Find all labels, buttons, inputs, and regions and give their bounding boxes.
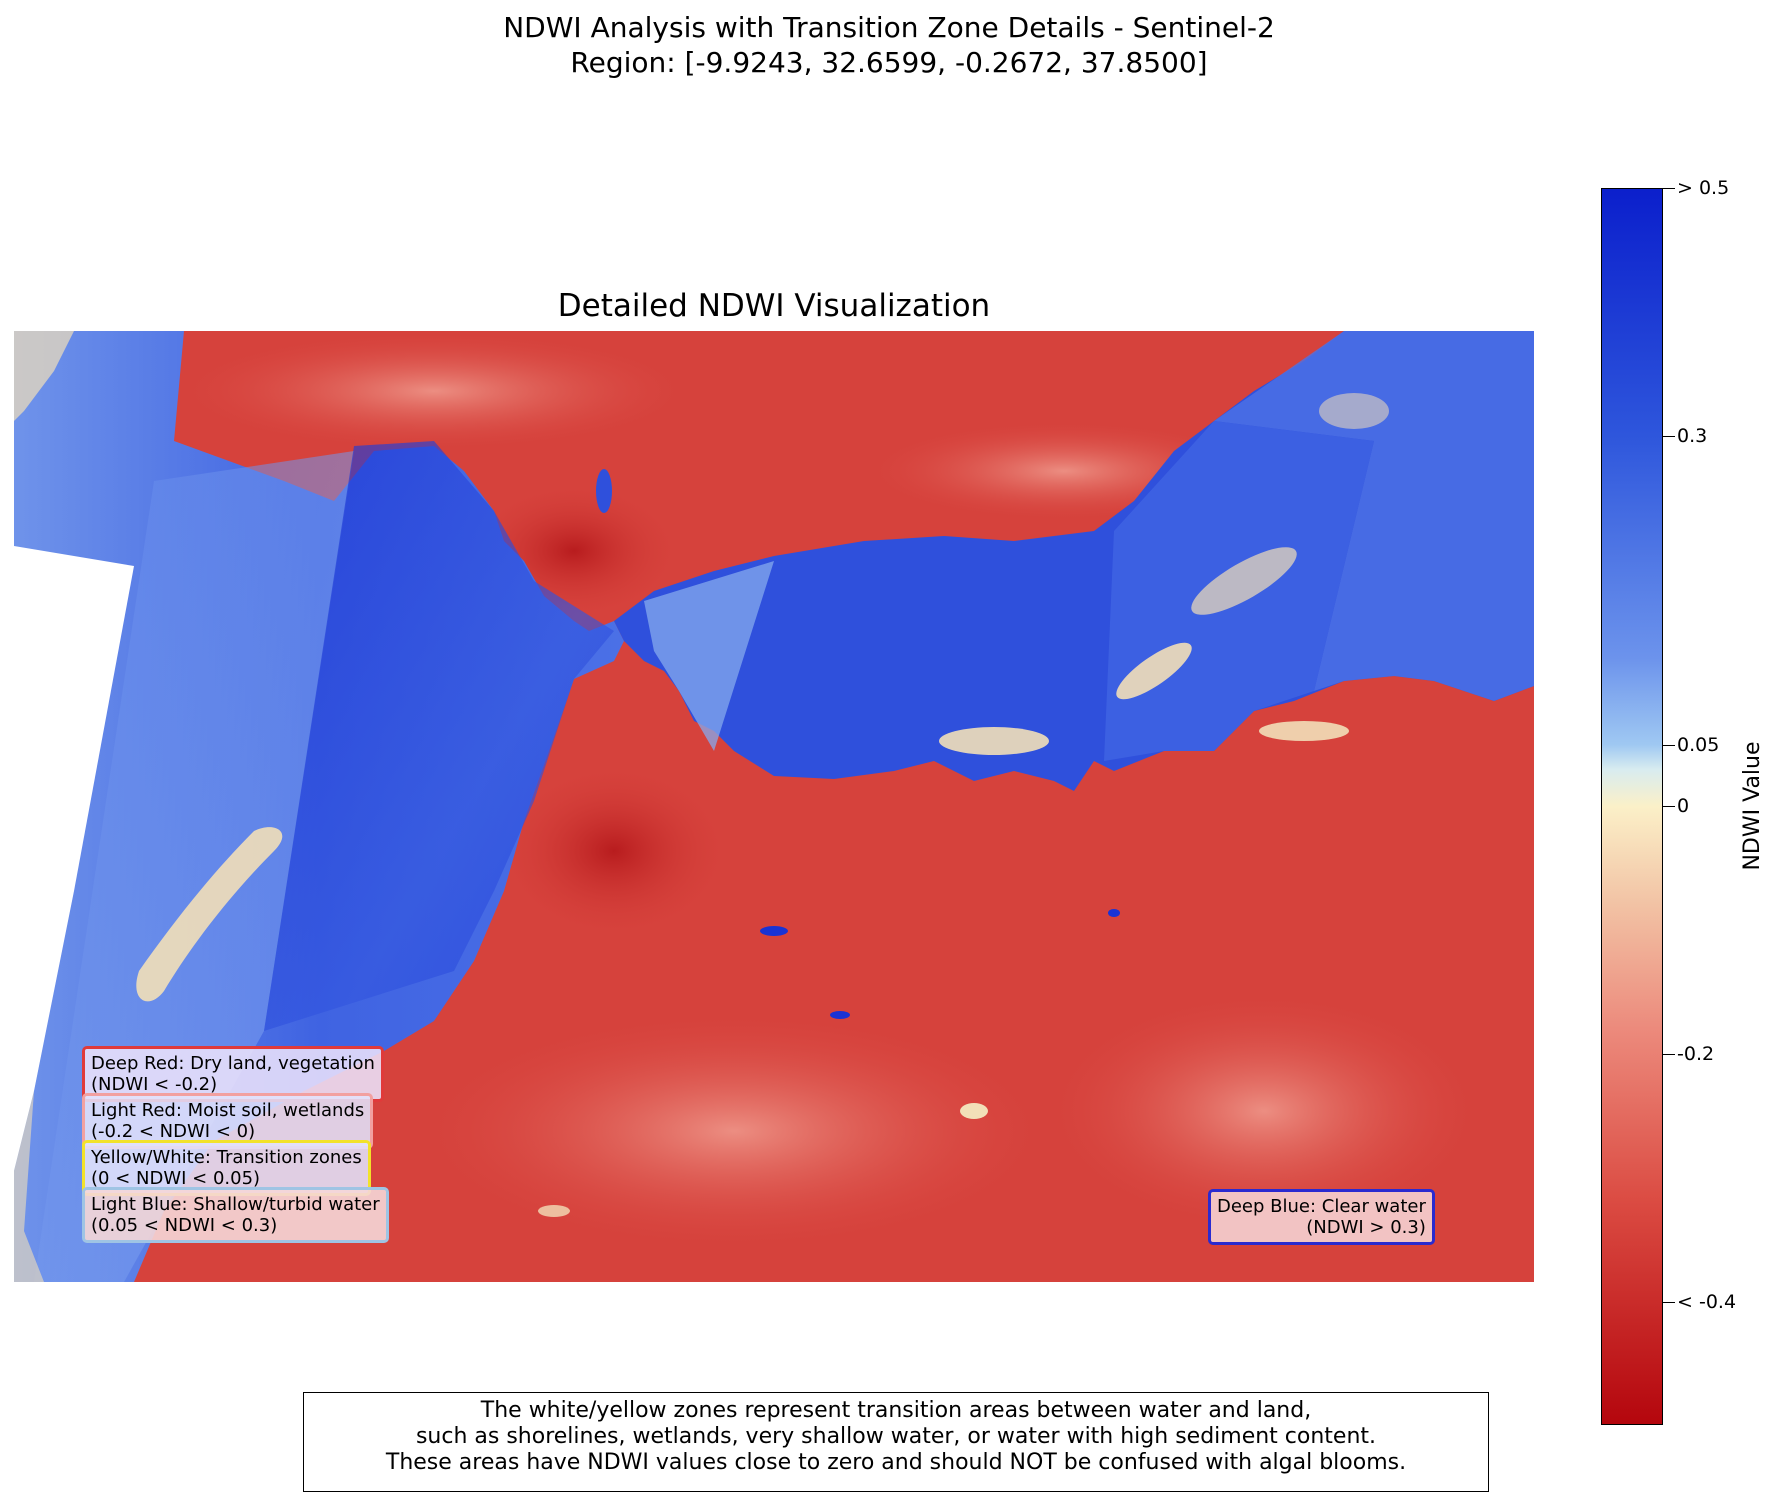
nodata-area [14, 546, 134, 1171]
land-texture [174, 331, 694, 451]
legend-item-range: (0.05 < NDWI < 0.3) [91, 1215, 278, 1236]
transition-cloud [1191, 547, 1297, 615]
colorbar-tick [1663, 436, 1675, 437]
colorbar-gradient [1601, 188, 1663, 1425]
legend-item-label: Light Blue: Shallow/turbid water [91, 1194, 380, 1215]
legend-item-deep-blue: Deep Blue: Clear water (NDWI > 0.3) [1208, 1189, 1435, 1245]
transition-patch [960, 1103, 988, 1119]
colorbar-tick-label: < -0.4 [1677, 1291, 1737, 1313]
transition-patch [14, 331, 74, 421]
figure-title: NDWI Analysis with Transition Zone Detai… [0, 10, 1778, 80]
satellite-swath [1214, 331, 1534, 701]
ndwi-map: Deep Red: Dry land, vegetation (NDWI < -… [14, 331, 1534, 1282]
note-box: The white/yellow zones represent transit… [303, 1392, 1489, 1492]
note-line: such as shorelines, wetlands, very shall… [415, 1424, 1377, 1449]
lake [760, 926, 788, 936]
transition-cloud [136, 827, 283, 1002]
lake [1108, 909, 1120, 917]
figure-title-line2: Region: [-9.9243, 32.6599, -0.2672, 37.8… [570, 46, 1208, 79]
legend-item-label: Deep Blue: Clear water [1217, 1196, 1426, 1217]
transition-cloud [939, 727, 1049, 755]
ndwi-map-canvas [14, 331, 1534, 1282]
legend-item-range: (NDWI > 0.3) [1306, 1217, 1426, 1238]
colorbar [1601, 188, 1693, 1425]
colorbar-tick [1663, 806, 1675, 807]
map-title: Detailed NDWI Visualization [557, 288, 991, 324]
figure-title-line1: NDWI Analysis with Transition Zone Detai… [503, 11, 1275, 44]
transition-cloud [1116, 642, 1192, 700]
legend-item-transition: Yellow/White: Transition zones (0 < NDWI… [82, 1140, 371, 1196]
colorbar-tick [1663, 188, 1675, 189]
transition-cloud [1259, 721, 1349, 741]
legend-item-light-blue: Light Blue: Shallow/turbid water (0.05 <… [82, 1187, 389, 1243]
legend-item-label: Light Red: Moist soil, wetlands [91, 1100, 365, 1121]
transition-patch [538, 1205, 570, 1217]
colorbar-tick-label: -0.2 [1677, 1043, 1715, 1065]
legend-item-light-red: Light Red: Moist soil, wetlands (-0.2 < … [82, 1093, 374, 1149]
lake [596, 469, 612, 513]
transition-patch [14, 1091, 44, 1282]
note-line: These areas have NDWI values close to ze… [385, 1450, 1407, 1475]
land-texture [494, 761, 734, 941]
lake [830, 1011, 850, 1019]
satellite-swath [644, 561, 774, 751]
colorbar-tick-label: 0 [1677, 795, 1690, 817]
land-texture [1044, 991, 1484, 1231]
colorbar-tick [1663, 1054, 1675, 1055]
colorbar-tick-label: 0.3 [1677, 425, 1708, 447]
transition-cloud [1319, 393, 1389, 429]
land-texture [414, 1011, 1054, 1251]
colorbar-tick-label: 0.05 [1677, 734, 1720, 756]
colorbar-tick [1663, 745, 1675, 746]
legend-item-label: Deep Red: Dry land, vegetation [91, 1053, 375, 1074]
colorbar-tick-label: > 0.5 [1677, 177, 1730, 199]
satellite-swath [264, 441, 614, 1031]
colorbar-title: NDWI Value [1740, 741, 1765, 871]
legend-item-range: (NDWI < -0.2) [91, 1074, 218, 1095]
legend-item-range: (0 < NDWI < 0.05) [91, 1168, 261, 1189]
note-line: The white/yellow zones represent transit… [480, 1398, 1312, 1423]
colorbar-tick [1663, 1302, 1675, 1303]
legend-item-label: Yellow/White: Transition zones [91, 1147, 362, 1168]
legend-item-range: (-0.2 < NDWI < 0) [91, 1121, 256, 1142]
